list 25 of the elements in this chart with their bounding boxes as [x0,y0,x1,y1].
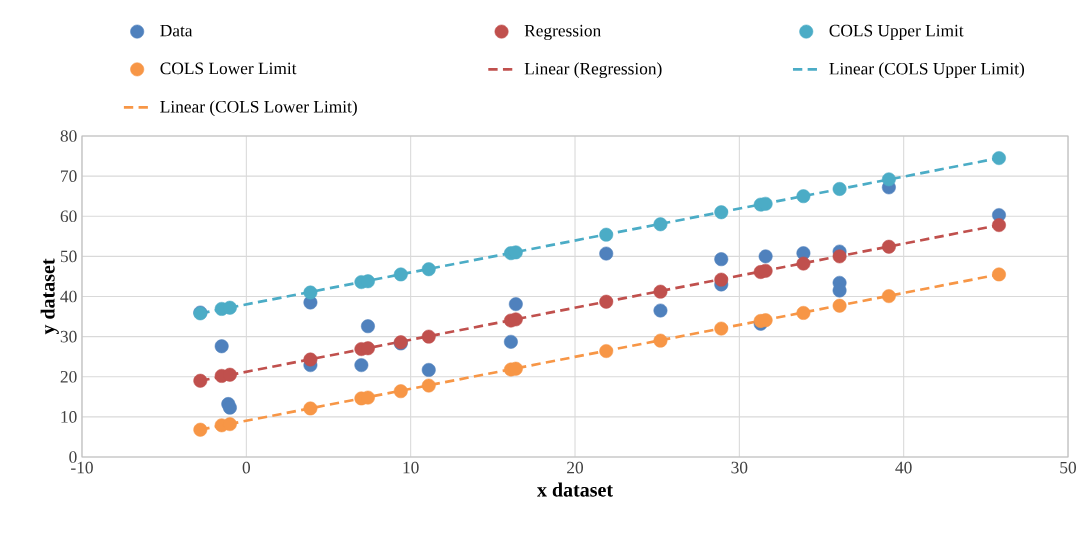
y-tick-label: 10 [61,411,77,423]
y-tick-label: 40 [60,290,77,303]
y-tick-label: 50 [60,250,77,263]
y-tick-label: 60 [60,210,77,223]
y-tick-label: 70 [61,170,77,182]
y-tick-label: 80 [60,130,77,142]
x-tick-label: -10 [71,461,93,474]
x-tick-label: 10 [403,461,419,474]
y-tick-label: 20 [60,370,77,383]
x-tick-label: 0 [242,461,251,474]
legend-label: Linear (COLS Upper Limit) [829,62,1025,79]
x-axis-title: x dataset [537,482,613,497]
legend-label: Regression [524,24,601,41]
legend-label: Linear (COLS Lower Limit) [160,100,357,117]
legend-label: COLS Lower Limit [160,62,297,75]
x-tick-label: 20 [567,461,584,474]
y-tick-label: 0 [69,451,77,463]
legend-label: Linear (Regression) [524,62,662,79]
legend-label: COLS Upper Limit [829,24,964,41]
y-tick-label: 30 [60,330,77,343]
legend-label: Data [160,24,193,37]
x-tick-label: 40 [895,461,912,474]
x-tick-label: 50 [1060,461,1077,474]
x-tick-label: 30 [731,461,748,474]
y-axis-title: y dataset [40,258,59,335]
